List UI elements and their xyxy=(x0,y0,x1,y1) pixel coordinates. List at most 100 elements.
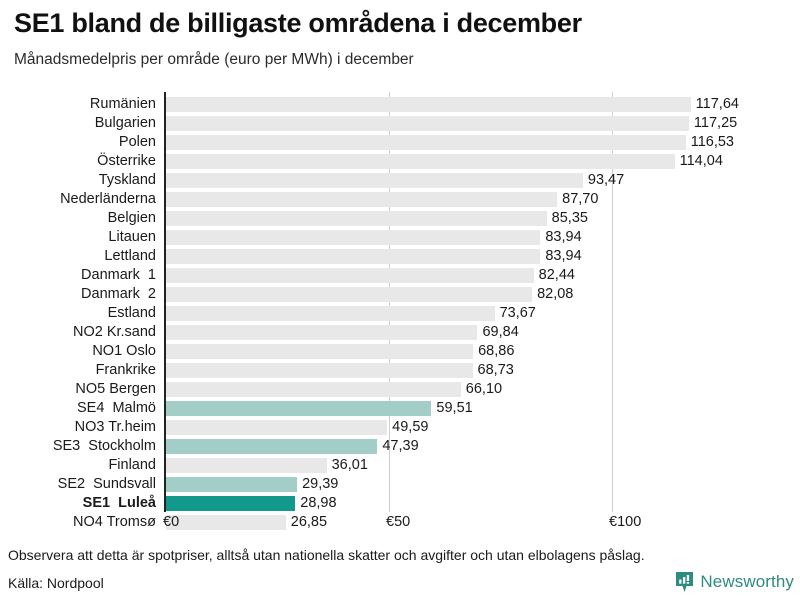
x-axis: €0 €50 €100 xyxy=(0,512,800,536)
bar[interactable] xyxy=(166,211,547,226)
bar-category-label: SE1 Luleå xyxy=(82,495,156,511)
plot-area: Rumänien 117,64 Bulgarien 117,25 Polen 116,53… xyxy=(0,92,800,530)
bar[interactable] xyxy=(166,173,583,188)
bar-category-label: Nederländerna xyxy=(60,191,156,207)
bar-value-label: 83,94 xyxy=(545,229,582,245)
bar-category-label: Rumänien xyxy=(89,96,156,112)
bar[interactable] xyxy=(166,344,474,359)
bar-category-label: NO1 Oslo xyxy=(92,343,156,359)
bar-row[interactable]: SE4 Malmö 59,51 xyxy=(0,399,800,418)
bar-row[interactable]: Polen 116,53 xyxy=(0,133,800,152)
bar[interactable] xyxy=(166,306,495,321)
bar-category-label: Tyskland xyxy=(98,172,156,188)
newsworthy-pin-bars-icon xyxy=(676,572,694,592)
bar-value-label: 116,53 xyxy=(690,134,734,150)
bar-value-label: 68,86 xyxy=(478,343,515,359)
bar-category-label: Lettland xyxy=(104,248,156,264)
bar-value-label: 117,25 xyxy=(693,115,738,131)
bar-category-label: Estland xyxy=(107,305,156,321)
bar-row[interactable]: Österrike 114,04 xyxy=(0,152,800,171)
bar-category-label: Finland xyxy=(108,457,156,473)
bar-category-label: SE4 Malmö xyxy=(77,400,156,416)
bar-category-label: Österrike xyxy=(97,153,156,169)
x-tick-label: €0 xyxy=(163,514,180,530)
bar[interactable] xyxy=(166,97,691,112)
bar-row[interactable]: NO4 Tromsø 26,85 xyxy=(0,513,800,532)
bar-category-label: Danmark 2 xyxy=(81,286,156,302)
x-tick-label: €50 xyxy=(386,514,411,530)
bar-category-label: Polen xyxy=(118,134,156,150)
bar-category-label: Bulgarien xyxy=(94,115,156,131)
bar-value-label: 26,85 xyxy=(290,514,328,530)
y-axis-line xyxy=(164,92,166,512)
chart-header: SE1 bland de billigaste områdena i decem… xyxy=(0,0,800,69)
bar-category-label: SE3 Stockholm xyxy=(52,438,156,454)
bar-row[interactable]: Litauen 83,94 xyxy=(0,228,800,247)
bar-row[interactable]: Lettland 83,94 xyxy=(0,247,800,266)
bar-row[interactable]: Bulgarien 117,25 xyxy=(0,114,800,133)
bar[interactable] xyxy=(166,135,686,150)
bar-category-label: Danmark 1 xyxy=(81,267,156,283)
bar-value-label: 82,44 xyxy=(538,267,575,283)
bar-row[interactable]: Estland 73,67 xyxy=(0,304,800,323)
bar-row[interactable]: Frankrike 68,73 xyxy=(0,361,800,380)
bar-chart: Rumänien 117,64 Bulgarien 117,25 Polen 116,53… xyxy=(0,92,800,532)
bar-category-label: NO5 Bergen xyxy=(75,381,156,397)
bar-category-label: NO2 Kr.sand xyxy=(72,324,156,340)
bar-category-label: Frankrike xyxy=(95,362,156,378)
bar-row[interactable]: Danmark 1 82,44 xyxy=(0,266,800,285)
bar[interactable] xyxy=(166,458,327,473)
bar-row[interactable]: SE3 Stockholm 47,39 xyxy=(0,437,800,456)
page-title: SE1 bland de billigaste områdena i decem… xyxy=(14,8,582,38)
bar-row[interactable]: Danmark 2 82,08 xyxy=(0,285,800,304)
bar[interactable] xyxy=(166,230,541,245)
bar[interactable] xyxy=(166,363,473,378)
bar-value-label: 28,98 xyxy=(300,495,337,511)
bar-value-label: 114,04 xyxy=(679,153,723,169)
bar-category-label: SE2 Sundsvall xyxy=(57,476,156,492)
bar[interactable] xyxy=(166,268,534,283)
bar[interactable] xyxy=(166,420,388,435)
bar-value-label: 47,39 xyxy=(382,438,419,454)
gridline-100 xyxy=(612,92,613,512)
bar-row[interactable]: NO1 Oslo 68,86 xyxy=(0,342,800,361)
bar-row[interactable]: Rumänien 117,64 xyxy=(0,95,800,114)
bar[interactable] xyxy=(166,382,461,397)
bar-category-label: Belgien xyxy=(107,210,156,226)
bar[interactable] xyxy=(166,515,286,530)
bar[interactable] xyxy=(166,401,432,416)
bar[interactable] xyxy=(166,439,378,454)
bar-row[interactable]: NO2 Kr.sand 69,84 xyxy=(0,323,800,342)
bar[interactable] xyxy=(166,477,298,492)
bar[interactable] xyxy=(166,154,675,169)
bar-row[interactable]: Tyskland 93,47 xyxy=(0,171,800,190)
bar-value-label: 69,84 xyxy=(482,324,519,340)
bar-row[interactable]: SE1 Luleå 28,98 xyxy=(0,494,800,513)
bar-value-label: 82,08 xyxy=(537,286,574,302)
bar-category-label: NO3 Tr.heim xyxy=(74,419,156,435)
chart-subtitle: Månadsmedelpris per område (euro per MWh… xyxy=(14,51,414,69)
footnote: Observera att detta är spotpriser, allts… xyxy=(8,547,645,563)
bar-row[interactable]: Finland 36,01 xyxy=(0,456,800,475)
bar-row[interactable]: NO5 Bergen 66,10 xyxy=(0,380,800,399)
newsworthy-wordmark: Newsworthy xyxy=(700,572,794,591)
bar[interactable] xyxy=(166,287,533,302)
bar-value-label: 73,67 xyxy=(499,305,536,321)
source-label: Källa: Nordpool xyxy=(8,575,104,591)
bar-row[interactable]: Belgien 85,35 xyxy=(0,209,800,228)
bar[interactable] xyxy=(166,325,478,340)
bar-category-label: NO4 Tromsø xyxy=(73,514,156,530)
bar-row[interactable]: NO3 Tr.heim 49,59 xyxy=(0,418,800,437)
bar-row[interactable]: SE2 Sundsvall 29,39 xyxy=(0,475,800,494)
bar-value-label: 59,51 xyxy=(436,400,473,416)
newsworthy-logo: Newsworthy xyxy=(675,571,794,593)
bar-row[interactable]: Nederländerna 87,70 xyxy=(0,190,800,209)
bar[interactable] xyxy=(166,249,541,264)
bar-value-label: 83,94 xyxy=(545,248,582,264)
bar[interactable] xyxy=(166,116,689,131)
bar[interactable] xyxy=(166,192,558,207)
bar[interactable] xyxy=(166,496,296,511)
bar-value-label: 85,35 xyxy=(551,210,588,226)
bar-category-label: Litauen xyxy=(108,229,156,245)
chart-footer: Observera att detta är spotpriser, allts… xyxy=(0,543,800,600)
